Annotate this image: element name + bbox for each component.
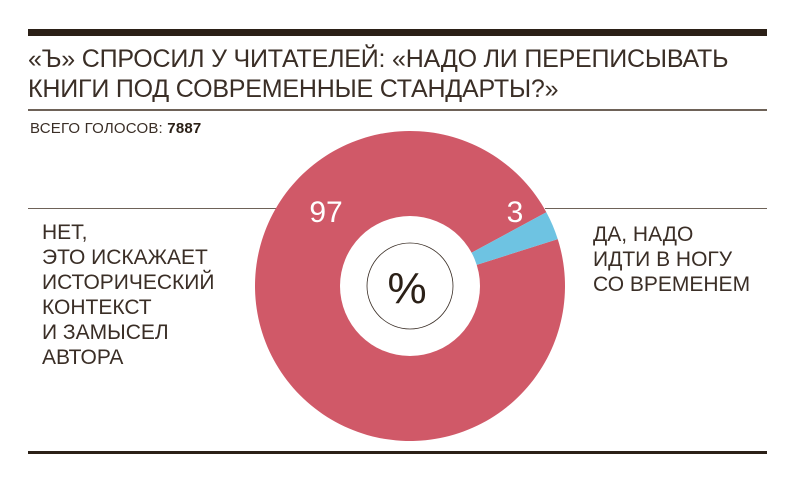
right-divider [545, 208, 767, 209]
title-divider [28, 109, 767, 111]
left-divider [28, 208, 276, 209]
data-label-yes: 3 [507, 196, 524, 229]
votes-label: ВСЕГО ГОЛОСОВ: [30, 120, 163, 137]
data-label-no: 97 [309, 196, 342, 229]
percent-symbol: % [387, 264, 426, 313]
donut-hole [340, 216, 480, 356]
bottom-rule [28, 451, 767, 454]
center-ring [366, 242, 454, 330]
top-rule [28, 29, 767, 36]
votes-value: 7887 [167, 120, 202, 137]
label-yes: ДА, НАДО ИДТИ В НОГУ СО ВРЕМЕНЕМ [593, 223, 751, 296]
total-votes: ВСЕГО ГОЛОСОВ: 7887 [30, 119, 201, 139]
chart-title: «Ъ» СПРОСИЛ У ЧИТАТЕЛЕЙ: «НАДО ЛИ ПЕРЕПИ… [28, 45, 729, 103]
label-no: НЕТ, ЭТО ИСКАЖАЕТ ИСТОРИЧЕСКИЙ КОНТЕКСТ … [42, 221, 215, 369]
